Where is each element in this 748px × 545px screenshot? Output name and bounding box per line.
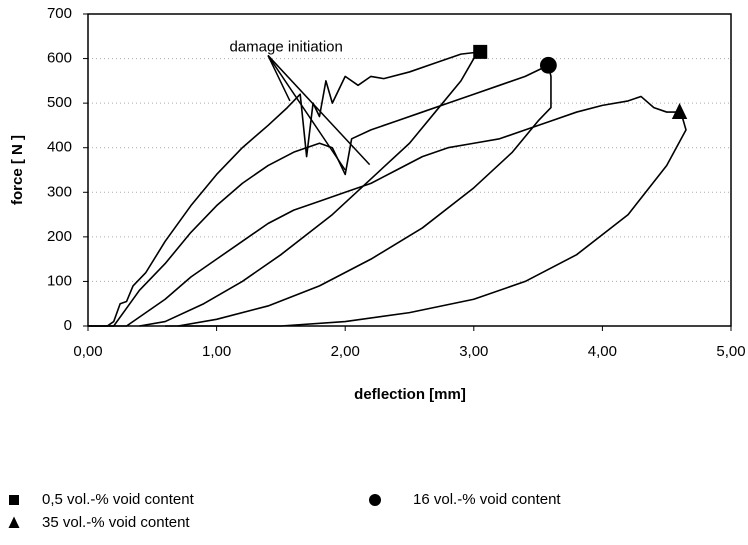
annotation: damage initiation	[229, 38, 342, 55]
y-tick-label: 100	[47, 272, 72, 289]
legend-marker	[9, 495, 19, 505]
plot-frame	[87, 13, 732, 327]
annotation-arrow	[267, 55, 291, 102]
legend-label: 0,5 vol.-% void content	[42, 491, 195, 508]
y-tick-label: 300	[47, 183, 72, 200]
legend-label: 35 vol.-% void content	[42, 514, 190, 531]
y-tick-label: 200	[47, 228, 72, 245]
x-tick-label: 3,00	[459, 343, 488, 360]
y-tick-label: 400	[47, 139, 72, 156]
x-tick-label: 2,00	[331, 343, 360, 360]
marker	[671, 102, 688, 120]
y-tick-label: 500	[47, 94, 72, 111]
y-tick-label: 600	[47, 50, 72, 67]
y-tick-label: 0	[64, 317, 72, 334]
marker	[473, 44, 488, 59]
x-tick-label: 0,00	[73, 343, 102, 360]
annotation-arrow	[267, 54, 371, 166]
x-tick-label: 5,00	[716, 343, 745, 360]
load-curve	[88, 51, 481, 327]
unload-curve	[165, 111, 687, 327]
load-curve	[88, 95, 680, 327]
y-tick-label: 700	[47, 5, 72, 22]
legend-label: 16 vol.-% void content	[413, 491, 561, 508]
y-axis-label: force [ N ]	[9, 135, 26, 205]
unload-curve	[139, 51, 481, 327]
load-curve	[88, 64, 549, 327]
legend-marker	[369, 494, 381, 506]
legend-marker	[8, 516, 20, 528]
x-axis-label: deflection [mm]	[354, 386, 466, 403]
unload-curve	[177, 65, 552, 327]
x-tick-label: 4,00	[588, 343, 617, 360]
marker	[539, 56, 557, 74]
annotation-arrow	[267, 55, 346, 171]
x-tick-label: 1,00	[202, 343, 231, 360]
